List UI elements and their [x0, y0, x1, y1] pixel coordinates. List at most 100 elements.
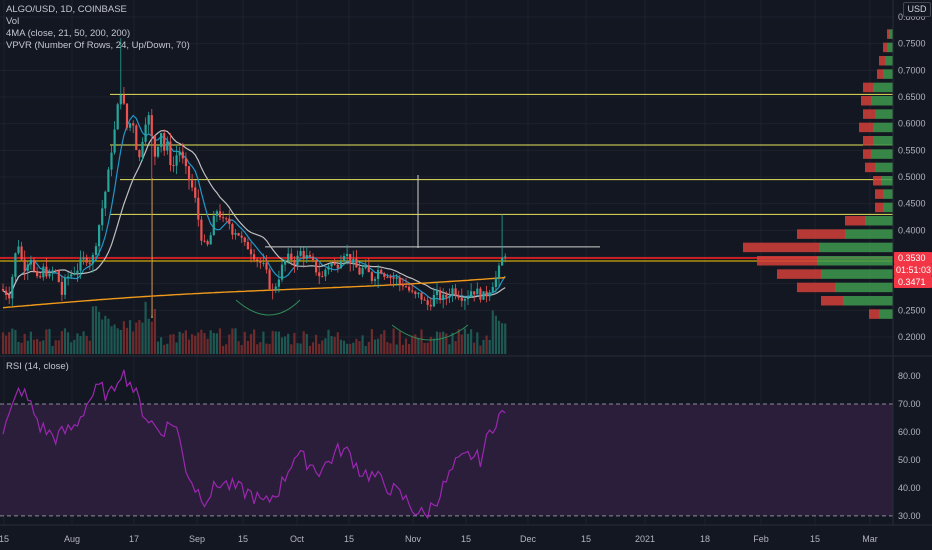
- time-tick-label: 18: [700, 534, 710, 544]
- rsi-panel: [0, 369, 893, 520]
- candle-body: [203, 240, 206, 242]
- volume-bar: [14, 329, 17, 354]
- candle-body: [237, 232, 240, 236]
- profile-buy-bar: [883, 189, 893, 199]
- candle-body: [54, 270, 57, 272]
- candle-body: [358, 267, 361, 275]
- volume-bar: [460, 334, 463, 354]
- profile-buy-bar: [875, 162, 893, 173]
- volume-bar: [184, 330, 187, 354]
- profile-buy-bar: [871, 95, 893, 106]
- candle-body: [243, 237, 246, 243]
- volume-bar: [147, 318, 150, 354]
- cup-arc: [391, 324, 469, 341]
- profile-buy-bar: [817, 255, 893, 266]
- volume-bar: [166, 343, 169, 354]
- candle-body: [494, 277, 497, 287]
- volume-bar: [411, 335, 414, 354]
- price-tick-label: 0.4000: [898, 225, 926, 235]
- currency-label[interactable]: USD: [903, 2, 931, 17]
- candle-body: [141, 141, 144, 158]
- candle-body: [370, 272, 373, 281]
- profile-sell-bar: [869, 309, 879, 319]
- volume-bar: [293, 332, 296, 354]
- rsi-tick-label: 70.00: [898, 399, 921, 409]
- moving-average-legend[interactable]: 4MA (close, 21, 50, 200, 200): [6, 28, 131, 39]
- candle-body: [104, 191, 107, 209]
- candle-body: [144, 124, 147, 142]
- rsi-tick-label: 30.00: [898, 511, 921, 521]
- candle-body: [476, 288, 479, 295]
- candle-body: [401, 283, 404, 287]
- candle-body: [268, 269, 271, 290]
- profile-buy-bar: [871, 149, 893, 159]
- rsi-legend[interactable]: RSI (14, close): [6, 361, 69, 372]
- volume-bar: [70, 342, 73, 354]
- volume-bar: [364, 345, 367, 354]
- rsi-tick-label: 50.00: [898, 455, 921, 465]
- price-tick-label: 0.4500: [898, 199, 926, 209]
- candle-body: [318, 272, 321, 277]
- candle-body: [212, 215, 215, 236]
- profile-buy-bar: [865, 215, 893, 226]
- vpvr-legend[interactable]: VPVR (Number Of Rows, 24, Up/Down, 70): [6, 40, 190, 51]
- rsi-tick-label: 80.00: [898, 371, 921, 381]
- profile-sell-bar: [757, 255, 817, 266]
- volume-bar: [11, 328, 14, 354]
- volume-bar: [346, 343, 349, 354]
- volume-bar: [1, 332, 5, 354]
- candle-body: [200, 219, 203, 241]
- ma-200-line: [2, 276, 506, 309]
- profile-sell-bar: [821, 295, 843, 306]
- volume-bar: [234, 328, 237, 354]
- volume-bar: [256, 344, 259, 354]
- candle-body: [293, 259, 296, 265]
- volume-bar: [321, 340, 324, 354]
- volume-bar: [274, 331, 277, 354]
- volume-bar: [178, 331, 181, 354]
- volume-bar: [20, 342, 23, 354]
- volume-bar: [383, 330, 386, 354]
- candle-body: [42, 266, 45, 278]
- symbol-legend[interactable]: ALGO/USD, 1D, COINBASE: [6, 4, 127, 15]
- volume-bar: [504, 323, 507, 354]
- volume-bar: [209, 330, 212, 354]
- volume-bar: [280, 337, 284, 354]
- volume-bar: [5, 335, 8, 354]
- current-price-tag: [894, 252, 932, 264]
- profile-sell-bar: [861, 95, 871, 106]
- price-tick-label: 0.7000: [898, 65, 926, 75]
- candle-body: [274, 286, 277, 291]
- horizontal-levels: [0, 93, 893, 318]
- volume-bar: [342, 340, 346, 354]
- ma-21-line: [2, 114, 506, 301]
- volume-bar: [101, 319, 104, 354]
- candle-body: [57, 270, 60, 283]
- profile-sell-bar: [777, 269, 821, 279]
- price-tick-label: 0.6000: [898, 119, 926, 129]
- volume-bar: [259, 342, 262, 354]
- candle-body: [178, 151, 181, 156]
- volume-bar: [494, 315, 497, 354]
- candle-body: [392, 277, 395, 279]
- candle-body: [122, 95, 125, 104]
- candle-body: [308, 255, 311, 257]
- volume-bar: [395, 344, 398, 354]
- time-axis: 15 Aug 17 Sep 15 Oct 15 Nov 15 Dec 15 2021 18 Feb 15 Ma…: [0, 524, 932, 544]
- profile-sell-bar: [887, 29, 889, 39]
- profile-buy-bar: [821, 269, 893, 279]
- profile-buy-bar: [843, 295, 893, 306]
- volume-bar: [271, 330, 274, 354]
- profile-buy-bar: [881, 175, 893, 186]
- volume-legend[interactable]: Vol: [6, 16, 20, 27]
- volume-bar: [29, 331, 32, 354]
- volume-bar: [8, 332, 11, 354]
- volume-bar: [243, 331, 246, 354]
- volume-bar: [107, 318, 110, 354]
- price-tick-label: 0.2500: [898, 305, 926, 315]
- countdown-value: 01:51:03: [896, 265, 931, 275]
- volume-bar: [172, 334, 175, 354]
- price-tick-label: 0.5500: [898, 145, 926, 155]
- candle-body: [315, 259, 318, 273]
